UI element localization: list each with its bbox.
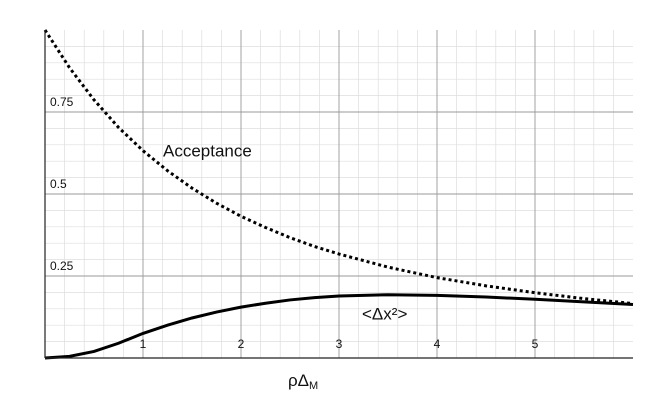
y-tick-label: 0.75 xyxy=(50,95,74,109)
series-label: Acceptance xyxy=(163,141,252,160)
plot xyxy=(43,29,634,360)
x-axis-label-main: ρΔ xyxy=(288,371,309,390)
series-line xyxy=(43,29,634,306)
grid xyxy=(45,30,633,358)
x-tick-label: 1 xyxy=(140,337,147,351)
series-line xyxy=(44,293,634,360)
x-tick-label: 3 xyxy=(336,337,343,351)
x-axis-label: ρΔM xyxy=(288,371,318,391)
x-tick-label: 4 xyxy=(434,337,441,351)
y-tick-label: 0.25 xyxy=(50,259,74,273)
x-axis-label-sub: M xyxy=(309,380,318,392)
series-label: <Δx²> xyxy=(362,304,407,323)
x-tick-label: 2 xyxy=(238,337,245,351)
y-tick-label: 0.5 xyxy=(50,177,67,191)
x-tick-label: 5 xyxy=(532,337,539,351)
